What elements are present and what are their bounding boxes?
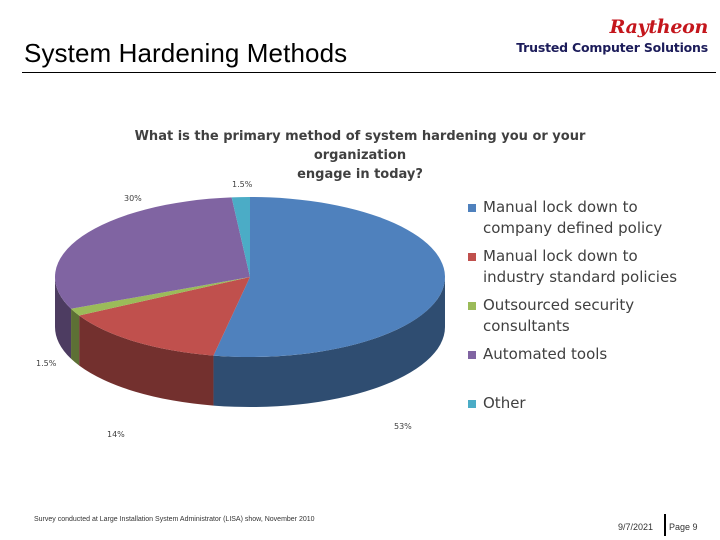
legend-label: company defined policy [483, 219, 663, 237]
chart-legend: Manual lock down to company defined polic… [468, 197, 698, 442]
legend-swatch [468, 351, 476, 359]
pie-side-walls [55, 277, 445, 407]
legend-swatch [468, 302, 476, 310]
logo-subtitle: Trusted Computer Solutions [516, 40, 708, 55]
pie-side-4 [55, 277, 72, 359]
pie-side-1 [213, 277, 445, 407]
pie-slice-3 [71, 277, 251, 316]
pie-side-2 [79, 315, 214, 406]
legend-label: Automated tools [483, 345, 608, 363]
pie-slice-4 [55, 197, 251, 309]
legend-label: industry standard policies [483, 268, 678, 286]
legend-label: Outsourced security [483, 296, 635, 314]
pie-slices [55, 197, 445, 357]
legend-label: Other [483, 394, 526, 412]
title-divider [22, 72, 716, 73]
raytheon-logo: Raytheon Trusted Computer Solutions [516, 16, 708, 55]
footer-separator [664, 514, 666, 536]
slide-title: System Hardening Methods [24, 38, 348, 68]
data-label-3: 1.5% [36, 359, 57, 368]
legend-item-5: Other [468, 393, 698, 442]
data-label-2: 14% [107, 430, 125, 439]
legend-label: Manual lock down to [483, 198, 638, 216]
legend-item-2: Manual lock down to industry standard pol… [468, 246, 698, 295]
legend-item-3: Outsourced security consultants [468, 295, 698, 344]
legend-swatch [468, 400, 476, 408]
chart-title: What is the primary method of system har… [90, 127, 630, 184]
pie-side-3 [71, 308, 80, 366]
pie-slice-2 [79, 277, 250, 356]
footer-date: 9/7/2021 [618, 522, 654, 532]
legend-label: consultants [483, 317, 570, 335]
pie-slice-5 [231, 197, 250, 277]
pie-slice-1 [213, 197, 445, 357]
survey-footnote: Survey conducted at Large Installation S… [34, 516, 315, 523]
data-label-5: 1.5% [232, 180, 253, 189]
data-label-1: 53% [394, 422, 412, 431]
legend-swatch [468, 204, 476, 212]
legend-item-4: Automated tools [468, 344, 698, 393]
chart-title-line-1: What is the primary method of system har… [134, 129, 586, 163]
legend-label: Manual lock down to [483, 247, 638, 265]
chart-title-line-2: engage in today? [297, 167, 423, 182]
data-label-4: 30% [124, 194, 142, 203]
page-number: Page 9 [669, 522, 698, 532]
legend-swatch [468, 253, 476, 261]
logo-brand-text: Raytheon [609, 16, 709, 38]
legend-item-1: Manual lock down to company defined polic… [468, 197, 698, 246]
